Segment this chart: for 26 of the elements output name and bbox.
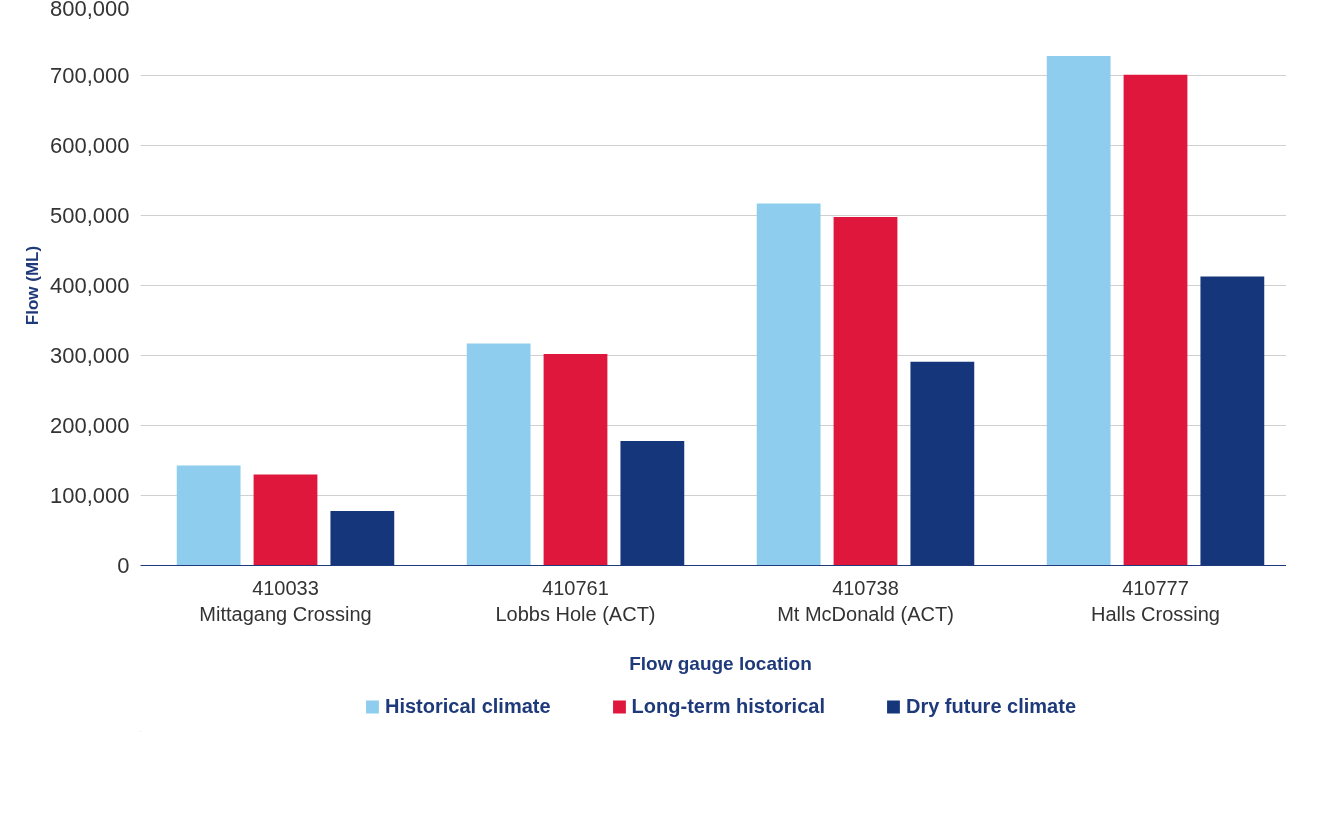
x-tick-label: 410738 Mt McDonald (ACT) [777, 576, 954, 625]
y-tick-label: 700,000 [49, 63, 130, 88]
y-tick-label: 400,000 [49, 273, 130, 298]
x-tick-label: 410033 Mittagang Crossing [199, 576, 372, 625]
legend-label: Long-term historical [631, 694, 825, 718]
y-tick-label: 300,000 [49, 343, 130, 368]
y-tick-label: 500,000 [49, 203, 130, 228]
legend-label: Dry future climate [905, 694, 1077, 718]
y-tick-label: 600,000 [49, 133, 130, 158]
bar [1046, 55, 1111, 566]
y-tick-label: 200,000 [49, 413, 130, 438]
bar [176, 465, 241, 566]
x-axis-title: Flow gauge location [629, 652, 812, 674]
x-tick-label: 410761 Lobbs Hole (ACT) [495, 576, 656, 625]
bar [1123, 74, 1188, 566]
y-tick-label: 800,000 [49, 0, 130, 21]
y-tick-label: 0 [117, 553, 130, 578]
legend-label: Historical climate [384, 694, 551, 718]
bar [833, 216, 898, 566]
bar [466, 343, 531, 566]
x-tick-label: 410777 Halls Crossing [1091, 576, 1220, 625]
y-axis-title: Flow (ML) [22, 245, 42, 326]
bar [543, 354, 608, 566]
bar [756, 203, 821, 566]
y-tick-label: 100,000 [49, 483, 130, 508]
bar [253, 474, 318, 566]
